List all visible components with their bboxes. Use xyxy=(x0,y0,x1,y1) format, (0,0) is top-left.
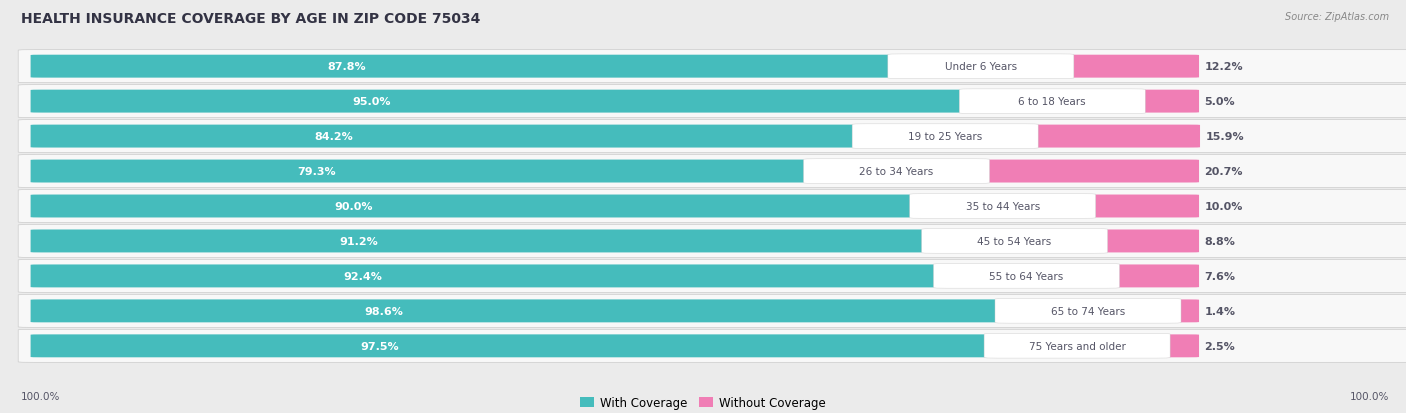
Text: 100.0%: 100.0% xyxy=(1350,391,1389,401)
FancyBboxPatch shape xyxy=(31,90,995,113)
Text: 90.0%: 90.0% xyxy=(335,202,374,211)
FancyBboxPatch shape xyxy=(31,125,889,148)
Text: 6 to 18 Years: 6 to 18 Years xyxy=(1018,97,1085,107)
Text: 65 to 74 Years: 65 to 74 Years xyxy=(1050,306,1125,316)
Text: 92.4%: 92.4% xyxy=(343,271,382,281)
FancyBboxPatch shape xyxy=(18,50,1406,83)
Text: 5.0%: 5.0% xyxy=(1205,97,1236,107)
Text: 95.0%: 95.0% xyxy=(353,97,391,107)
FancyBboxPatch shape xyxy=(18,155,1406,188)
FancyBboxPatch shape xyxy=(31,300,1031,323)
FancyBboxPatch shape xyxy=(995,299,1181,323)
FancyBboxPatch shape xyxy=(984,334,1170,358)
FancyBboxPatch shape xyxy=(31,230,957,253)
FancyBboxPatch shape xyxy=(1128,90,1199,113)
FancyBboxPatch shape xyxy=(31,56,924,78)
Text: Source: ZipAtlas.com: Source: ZipAtlas.com xyxy=(1285,12,1389,22)
Text: Under 6 Years: Under 6 Years xyxy=(945,62,1017,72)
Text: 84.2%: 84.2% xyxy=(315,132,353,142)
FancyBboxPatch shape xyxy=(31,195,945,218)
FancyBboxPatch shape xyxy=(31,335,1019,357)
FancyBboxPatch shape xyxy=(959,90,1146,114)
Text: 20.7%: 20.7% xyxy=(1205,166,1243,177)
Text: 97.5%: 97.5% xyxy=(361,341,399,351)
Text: 55 to 64 Years: 55 to 64 Years xyxy=(990,271,1063,281)
FancyBboxPatch shape xyxy=(18,85,1406,119)
Text: 1.4%: 1.4% xyxy=(1205,306,1236,316)
FancyBboxPatch shape xyxy=(887,55,1074,79)
FancyBboxPatch shape xyxy=(18,294,1406,328)
FancyBboxPatch shape xyxy=(934,264,1119,288)
Text: 91.2%: 91.2% xyxy=(339,236,378,247)
Text: 2.5%: 2.5% xyxy=(1205,341,1236,351)
FancyBboxPatch shape xyxy=(18,260,1406,293)
FancyBboxPatch shape xyxy=(31,160,839,183)
Text: 79.3%: 79.3% xyxy=(298,166,336,177)
Text: 98.6%: 98.6% xyxy=(364,306,404,316)
FancyBboxPatch shape xyxy=(1090,230,1199,253)
FancyBboxPatch shape xyxy=(1152,335,1199,357)
Text: 100.0%: 100.0% xyxy=(21,391,60,401)
Text: 26 to 34 Years: 26 to 34 Years xyxy=(859,166,934,177)
FancyBboxPatch shape xyxy=(1163,300,1199,323)
Text: 75 Years and older: 75 Years and older xyxy=(1029,341,1126,351)
Legend: With Coverage, Without Coverage: With Coverage, Without Coverage xyxy=(575,392,831,413)
FancyBboxPatch shape xyxy=(18,190,1406,223)
FancyBboxPatch shape xyxy=(18,120,1406,153)
FancyBboxPatch shape xyxy=(1021,125,1201,148)
FancyBboxPatch shape xyxy=(852,125,1038,149)
FancyBboxPatch shape xyxy=(921,229,1108,254)
Text: 12.2%: 12.2% xyxy=(1205,62,1243,72)
Text: 87.8%: 87.8% xyxy=(328,62,366,72)
Text: 8.8%: 8.8% xyxy=(1205,236,1236,247)
FancyBboxPatch shape xyxy=(18,225,1406,258)
FancyBboxPatch shape xyxy=(804,159,990,184)
FancyBboxPatch shape xyxy=(31,265,969,288)
FancyBboxPatch shape xyxy=(1056,56,1199,78)
Text: 45 to 54 Years: 45 to 54 Years xyxy=(977,236,1052,247)
Text: 10.0%: 10.0% xyxy=(1205,202,1243,211)
Text: HEALTH INSURANCE COVERAGE BY AGE IN ZIP CODE 75034: HEALTH INSURANCE COVERAGE BY AGE IN ZIP … xyxy=(21,12,481,26)
FancyBboxPatch shape xyxy=(18,330,1406,363)
FancyBboxPatch shape xyxy=(1101,265,1199,288)
Text: 35 to 44 Years: 35 to 44 Years xyxy=(966,202,1040,211)
FancyBboxPatch shape xyxy=(972,160,1199,183)
Text: 15.9%: 15.9% xyxy=(1205,132,1244,142)
FancyBboxPatch shape xyxy=(1078,195,1199,218)
Text: 19 to 25 Years: 19 to 25 Years xyxy=(908,132,983,142)
Text: 7.6%: 7.6% xyxy=(1205,271,1236,281)
FancyBboxPatch shape xyxy=(910,194,1095,219)
